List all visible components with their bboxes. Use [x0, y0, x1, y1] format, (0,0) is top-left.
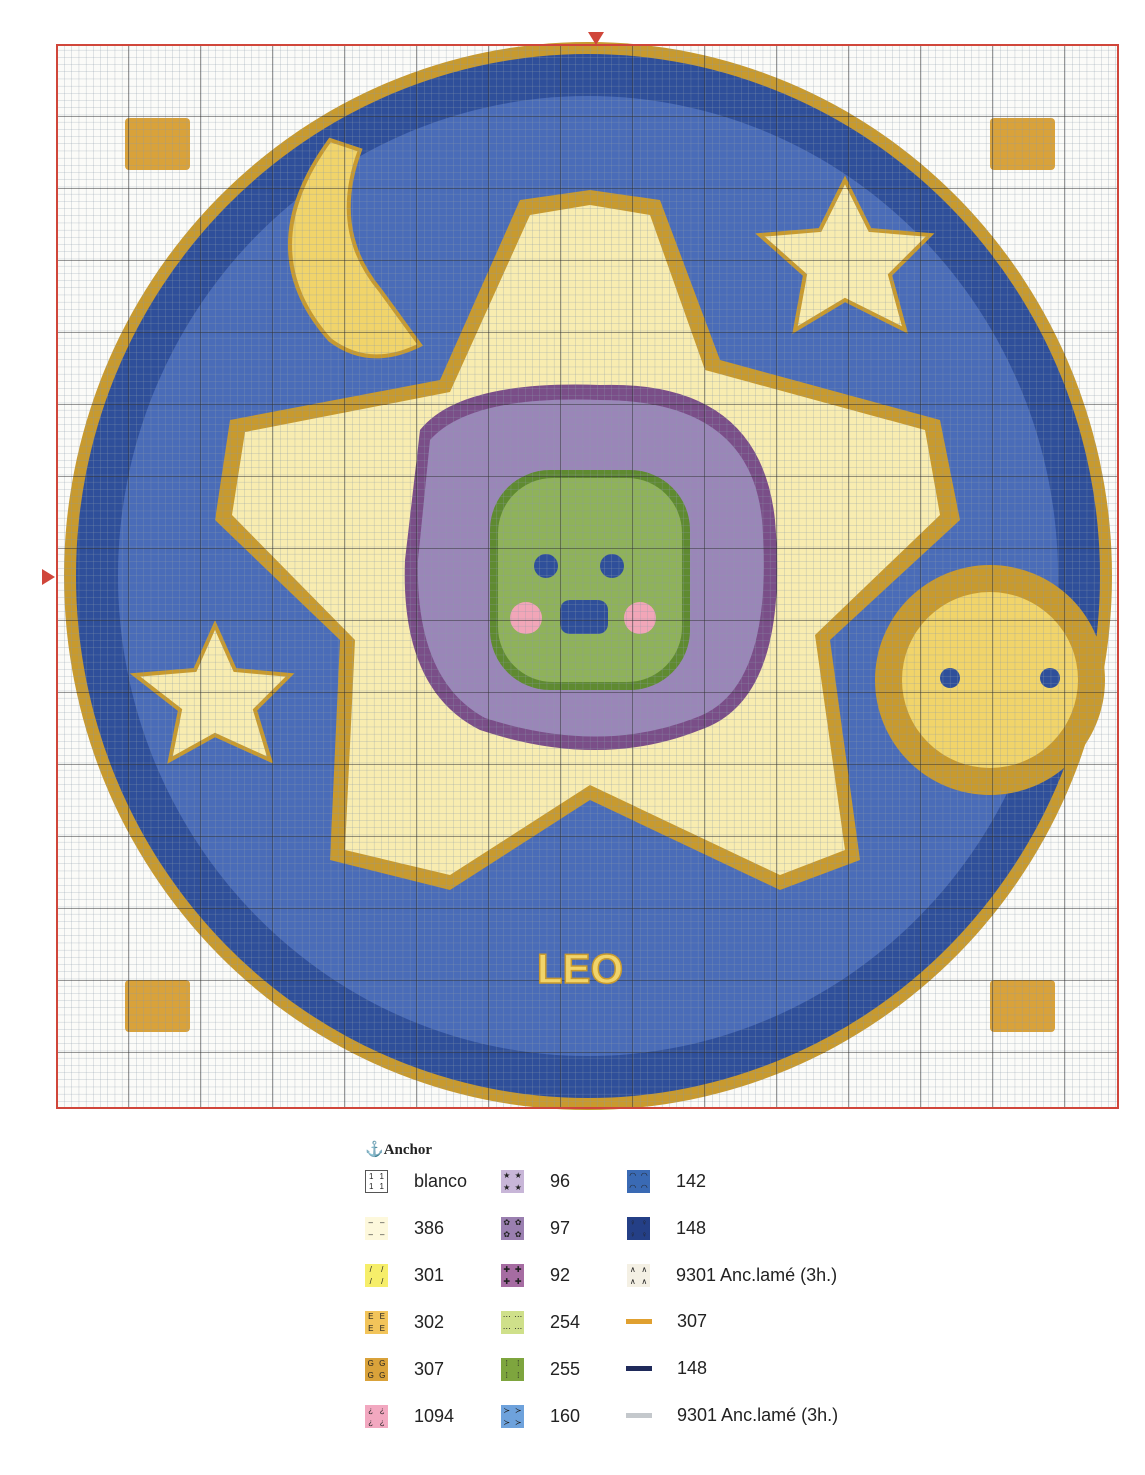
anchor-icon: ⚓ [365, 1142, 384, 1158]
leo-text: LEO [536, 944, 624, 993]
backstitch-swatch [626, 1366, 652, 1371]
legend-label: 254 [550, 1312, 581, 1332]
legend-item: ★ ★ ★ ★ 96 [501, 1170, 570, 1193]
symbol-swatch: / / / / [365, 1264, 388, 1287]
legend-label: 302 [414, 1312, 445, 1332]
symbol-swatch: ✚ ✚ ✚ ✚ [501, 1264, 524, 1287]
symbol-swatch: ∧ ∧ ∧ ∧ [627, 1264, 650, 1287]
legend-item: / / // 301 [365, 1264, 444, 1287]
legend-label: 386 [414, 1218, 445, 1238]
legend-label: 307 [414, 1359, 445, 1379]
legend-item: ✚ ✚ ✚ ✚ 92 [501, 1264, 570, 1287]
backstitch-swatch [626, 1413, 652, 1418]
legend-item: 1 1 1 1 blanco [365, 1170, 467, 1193]
legend-label: 92 [550, 1265, 571, 1285]
legend-item: ⁞ ⁞ ⁞ ⁞ 255 [501, 1358, 580, 1381]
brand-anchor: ⚓Anchor [365, 1140, 432, 1159]
symbol-swatch: ⁞ ⁞ ⁞ ⁞ [501, 1358, 524, 1381]
legend-item: G G G G 307 [365, 1358, 444, 1381]
legend-label: 9301 Anc.lamé (3h.) [677, 1405, 839, 1425]
legend-label: 307 [677, 1311, 708, 1331]
brand-label: Anchor [383, 1142, 433, 1158]
chart-border [56, 44, 1119, 1109]
legend-item: 9301 Anc.lamé (3h.) [626, 1405, 839, 1426]
center-marker-left-icon [42, 569, 55, 585]
legend-item: 148 [626, 1358, 708, 1379]
legend-label: 142 [676, 1171, 707, 1191]
legend-item: E E E E 302 [365, 1311, 444, 1334]
legend-item: 307 [626, 1311, 708, 1332]
symbol-swatch: ◠ ◠ ◠ ◠ [627, 1170, 650, 1193]
symbol-swatch: ≻ ≻ ≻ ≻ [501, 1405, 524, 1428]
legend-label: 9301 Anc.lamé (3h.) [676, 1265, 838, 1285]
cross-stitch-chart: LEO [42, 32, 1119, 1110]
symbol-swatch: ✿ ✿ ✿ ✿ [501, 1217, 524, 1240]
legend-label: 160 [550, 1406, 581, 1426]
leo-word: LEO [537, 945, 623, 992]
legend-label: 301 [414, 1265, 445, 1285]
center-marker-top-icon [588, 32, 604, 45]
legend-item: ⋯ ⋯ ⋯ ⋯ 254 [501, 1311, 580, 1334]
legend-item: ∧ ∧ ∧ ∧ 9301 Anc.lamé (3h.) [627, 1264, 837, 1287]
legend-item: ♀ ♀ ♀ ♀ 148 [627, 1217, 706, 1240]
legend-label: 97 [550, 1218, 571, 1238]
legend-label: 148 [676, 1218, 707, 1238]
symbol-swatch: ★ ★ ★ ★ [501, 1170, 524, 1193]
symbol-swatch: ♀ ♀ ♀ ♀ [627, 1217, 650, 1240]
legend-label: 255 [550, 1359, 581, 1379]
thick-grid [57, 45, 1118, 1108]
legend-item: ✿ ✿ ✿ ✿ 97 [501, 1217, 570, 1240]
legend-item: ≻ ≻ ≻ ≻ 160 [501, 1405, 580, 1428]
legend-label: blanco [414, 1171, 468, 1191]
legend-item: – – – – 386 [365, 1217, 444, 1240]
backstitch-swatch [626, 1319, 652, 1324]
legend-item: ¿ ¿ ¿ ¿ 1094 [365, 1405, 454, 1428]
legend-label: 148 [677, 1358, 708, 1378]
symbol-swatch: – – – – [365, 1217, 388, 1240]
legend-label: 96 [550, 1171, 571, 1191]
legend-item: ◠ ◠ ◠ ◠ 142 [627, 1170, 706, 1193]
legend-label: 1094 [414, 1406, 455, 1426]
symbol-swatch: ⋯ ⋯ ⋯ ⋯ [501, 1311, 524, 1334]
symbol-swatch: ¿ ¿ ¿ ¿ [365, 1405, 388, 1428]
